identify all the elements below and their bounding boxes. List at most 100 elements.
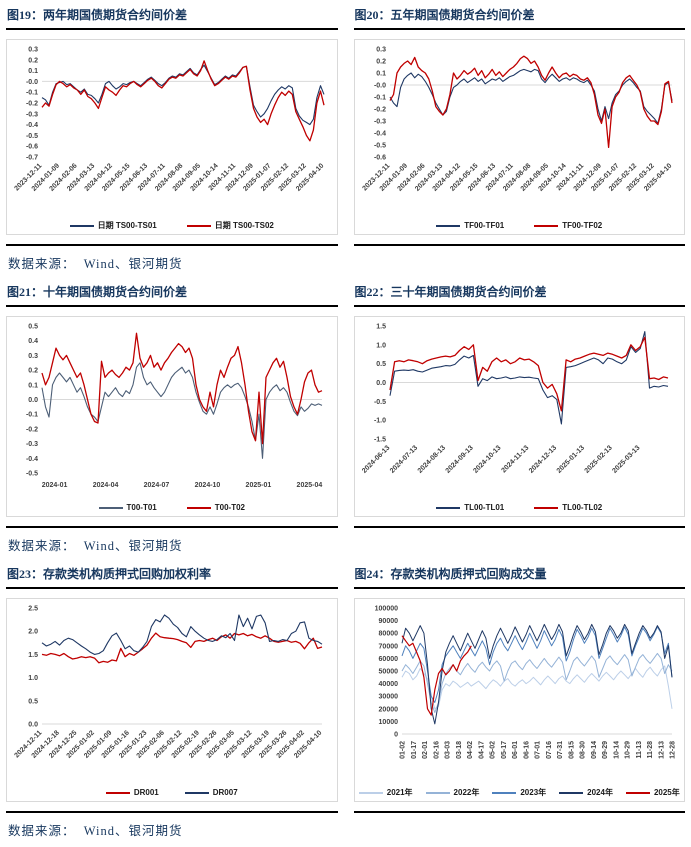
legend-line-swatch [186, 224, 211, 227]
figure-22-chart: 1.5 1.0 0.5 0.0 -0.5 -1.0 -1.5 2024-06-13 2024-0… [353, 316, 685, 517]
legend-label: 2021年 [386, 788, 413, 797]
chart-canvas: 1.51.00.50.0-0.5-1.0-1.52024-06-132024-0… [361, 324, 668, 475]
x-tick-label: 01-02 [399, 741, 406, 759]
y-tick-label: -0.3 [26, 441, 38, 448]
bottom-rule [353, 526, 685, 528]
x-tick-label: 2024-12-13 [527, 444, 557, 474]
bottom-rule [6, 811, 338, 813]
y-tick-label: 2.5 [28, 606, 38, 613]
y-tick-label: -0.5 [26, 133, 38, 140]
legend-item: TF00-TF01 [436, 221, 504, 230]
y-tick-label: 80000 [378, 631, 398, 638]
chart-canvas: 0.5 0.4 0.3 0.2 0.1 0.0 -0.1 -0.2 -0.3 -0.4 -0.5 20… [26, 324, 323, 490]
x-tick-label: 2024-09-13 [444, 444, 474, 474]
x-tick-label: 10-29 [624, 741, 631, 759]
legend-label: 2023年 [520, 788, 547, 797]
figure-23-panel: 图23：存款类机构质押式回购加权利率 2.5 2.0 1.5 1.0 0.5 0.0 202… [6, 562, 338, 813]
chart-legend: TL00-TL01 TL00-TL02 [356, 498, 684, 517]
y-tick-label: 70000 [378, 643, 398, 650]
x-tick-label: 08-15 [568, 741, 575, 759]
series-line [41, 614, 323, 655]
y-tick-label: 0.2 [376, 59, 386, 66]
x-tick-label: 05-02 [489, 741, 496, 759]
chart-legend: TF00-TF01 TF00-TF02 [356, 216, 684, 235]
figure-row-2: 图21：十年期国债期货合约间价差 0.5 0.4 0.3 0.2 0.1 0.0 -0.1 -… [6, 280, 685, 528]
y-tick-label: 50000 [378, 669, 398, 676]
title-rule [353, 28, 685, 30]
chart-canvas: 0.3 0.2 0.1 -0.0 -0.1 -0.2 -0.3 -0.4 -0.5 -0.6 -0.… [13, 47, 325, 193]
legend-line-swatch [69, 224, 94, 227]
x-tick-label: 2024-07-13 [388, 444, 418, 474]
legend-item: 日期 TS00-TS02 [186, 220, 274, 231]
y-tick-label: -0.2 [26, 101, 38, 108]
title-rule [353, 587, 685, 589]
title-rule [6, 305, 338, 307]
legend-label: TL00-TL01 [464, 503, 505, 512]
figure-20-panel: 图20：五年期国债期货合约间价差 0.3 0.2 0.1 -0.0 -0.1 -0.2 -0… [353, 3, 685, 246]
title-rule [6, 587, 338, 589]
x-tick-label: 2024-11-13 [500, 444, 530, 474]
bottom-rule [353, 811, 685, 813]
x-tick-label: 03-18 [455, 741, 462, 759]
figure-23-chart: 2.5 2.0 1.5 1.0 0.5 0.0 2024-12-11 2024-12-18 20… [6, 598, 338, 802]
legend-item: 2022年 [425, 787, 480, 798]
x-tick-label: 2024-06-13 [361, 444, 391, 474]
x-tick-label: 2024-01 [42, 482, 68, 489]
y-tick-label: -0.4 [373, 131, 385, 138]
y-tick-label: 30000 [378, 694, 398, 701]
y-tick-label: -0.2 [373, 107, 385, 114]
x-tick-label: 2025-01-13 [555, 444, 585, 474]
y-tick-label: -0.7 [26, 155, 38, 162]
figure-21-panel: 图21：十年期国债期货合约间价差 0.5 0.4 0.3 0.2 0.1 0.0 -0.1 -… [6, 280, 338, 528]
x-tick-label: 10-14 [613, 741, 620, 759]
y-tick-label: -0.1 [373, 95, 385, 102]
bottom-rule [6, 244, 338, 246]
y-tick-label: 100000 [374, 606, 397, 613]
x-tick-label: 04-17 [478, 741, 485, 759]
y-tick-label: -1.0 [373, 418, 385, 425]
x-tick-label: 2025-03-13 [611, 444, 641, 474]
y-tick-label: 0.3 [28, 47, 38, 54]
y-tick-label: 0.0 [28, 397, 38, 404]
series-line [401, 626, 672, 703]
series-line [388, 331, 668, 425]
y-tick-label: 0.5 [28, 324, 38, 331]
legend-item: TF00-TF02 [534, 221, 602, 230]
y-tick-label: 0.2 [28, 368, 38, 375]
y-tick-label: 1.0 [28, 675, 38, 682]
x-tick-label: 11-13 [635, 741, 642, 759]
x-tick-label: 2025-04 [297, 482, 323, 489]
series-line [41, 332, 323, 445]
x-tick-label: 06-01 [512, 741, 519, 759]
legend-label: 2022年 [453, 788, 480, 797]
legend-item: 日期 TS00-TS01 [69, 220, 157, 231]
title-rule [6, 28, 338, 30]
y-tick-label: 1.5 [376, 324, 386, 331]
figure-21-title: 图21：十年期国债期货合约间价差 [7, 285, 188, 299]
series-line [389, 68, 673, 124]
y-tick-label: 0.0 [376, 380, 386, 387]
x-tick-label: 2025-02-13 [583, 444, 613, 474]
y-tick-label: -0.1 [26, 90, 38, 97]
figure-20-title: 图20：五年期国债期货合约间价差 [354, 8, 535, 22]
legend-item: 2024年 [559, 787, 613, 798]
legend-line-swatch [105, 791, 130, 794]
y-tick-label: 0.1 [28, 68, 38, 75]
legend-line-swatch [534, 224, 559, 227]
legend-line-swatch [184, 791, 209, 794]
x-tick-label: 2024-10 [195, 482, 221, 489]
chart-canvas: 0.30.20.1-0.0-0.1-0.2-0.3-0.4-0.5-0.6202… [361, 47, 673, 193]
legend-label: TF00-TF02 [562, 221, 603, 230]
x-tick-label: 04-02 [467, 741, 474, 759]
chart-canvas: 1000009000080000700006000050000400003000… [374, 606, 676, 759]
y-tick-label: -0.3 [26, 111, 38, 118]
series-line [41, 632, 323, 664]
y-tick-label: -0.0 [26, 79, 38, 86]
x-tick-label: 2024-04 [93, 482, 119, 489]
legend-line-swatch [534, 506, 559, 509]
y-tick-label: 20000 [378, 706, 398, 713]
figure-24-title: 图24：存款类机构质押式回购成交量 [354, 567, 547, 581]
legend-item: T00-T01 [98, 503, 157, 512]
legend-label: DR007 [212, 788, 238, 797]
y-tick-label: 2.0 [28, 629, 38, 636]
